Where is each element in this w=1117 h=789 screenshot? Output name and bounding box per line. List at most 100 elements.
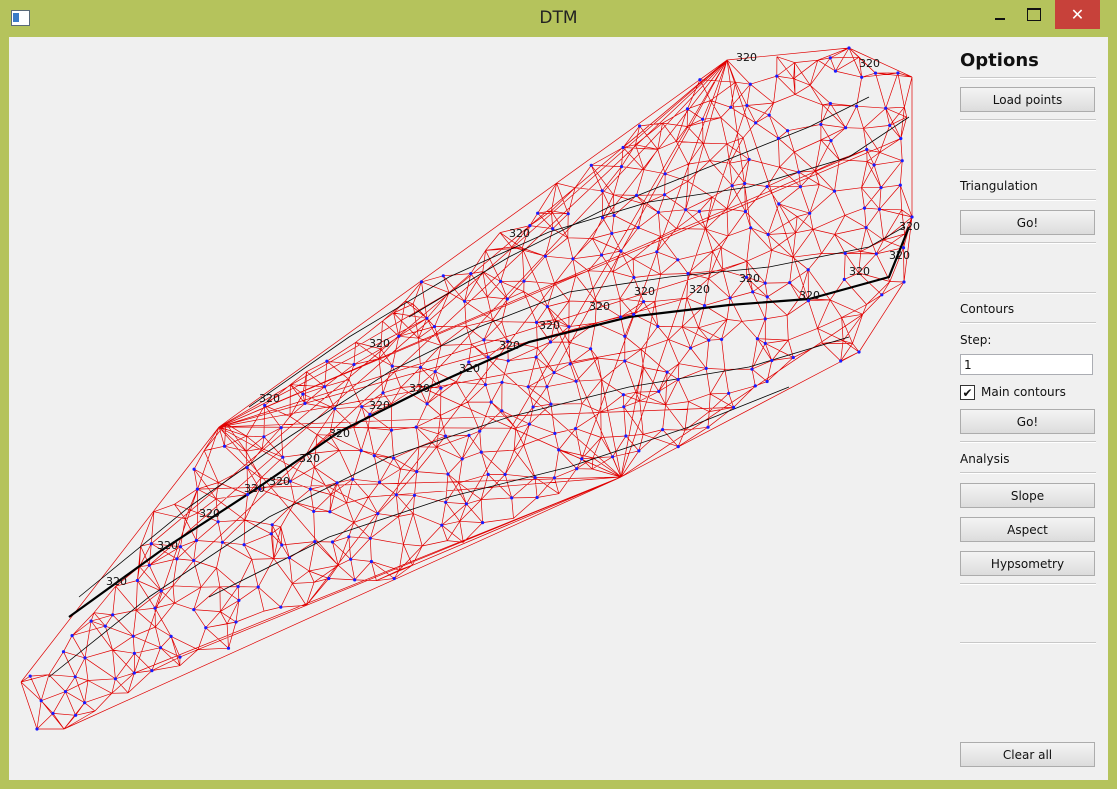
- contours-heading: Contours: [960, 302, 1015, 316]
- survey-point: [549, 402, 553, 406]
- survey-point: [611, 455, 615, 459]
- clear-all-button[interactable]: Clear all: [960, 742, 1095, 767]
- survey-point: [175, 557, 179, 561]
- survey-point: [663, 193, 667, 197]
- contour-value-label: 320: [299, 452, 320, 465]
- client-area: 320 320 320 320 320 320 320 320 320 320 320 320 320 3…: [9, 37, 1108, 780]
- contour-value-label: 320: [689, 283, 710, 296]
- survey-point: [770, 358, 774, 363]
- survey-point: [464, 502, 468, 506]
- maximize-button[interactable]: [1011, 0, 1056, 29]
- survey-point: [745, 103, 749, 108]
- survey-point: [486, 472, 490, 476]
- step-input[interactable]: [960, 354, 1093, 375]
- survey-point: [898, 183, 902, 187]
- survey-point: [600, 253, 604, 257]
- close-button[interactable]: ✕: [1055, 0, 1100, 29]
- triangulation-go-button[interactable]: Go!: [960, 210, 1095, 235]
- survey-point: [147, 563, 151, 567]
- survey-point: [262, 435, 266, 439]
- survey-point: [245, 466, 249, 470]
- survey-point: [352, 362, 356, 367]
- survey-point: [763, 317, 767, 321]
- survey-point: [83, 701, 87, 705]
- survey-point: [901, 246, 906, 250]
- survey-point: [750, 367, 754, 371]
- window-title: DTM: [539, 8, 578, 28]
- survey-point: [446, 472, 450, 476]
- aspect-button[interactable]: Aspect: [960, 517, 1095, 542]
- contours-go-button[interactable]: Go!: [960, 409, 1095, 434]
- load-points-button[interactable]: Load points: [960, 87, 1095, 112]
- contour-value-label: 320: [589, 300, 610, 313]
- survey-point: [376, 512, 380, 516]
- survey-point: [747, 157, 751, 162]
- survey-point: [744, 275, 749, 279]
- survey-point: [574, 427, 578, 431]
- survey-point: [755, 337, 760, 341]
- survey-point: [860, 75, 864, 79]
- survey-point: [279, 605, 283, 609]
- survey-point: [623, 334, 627, 338]
- survey-point: [571, 257, 575, 261]
- contour-line: [48, 336, 850, 678]
- survey-point: [888, 123, 892, 127]
- contour-value-label: 320: [369, 337, 390, 350]
- survey-point: [543, 254, 548, 258]
- separator: [960, 583, 1096, 585]
- survey-point: [619, 165, 624, 169]
- survey-point: [551, 227, 555, 231]
- survey-point: [349, 557, 353, 561]
- survey-point: [697, 209, 702, 213]
- survey-point: [828, 101, 833, 106]
- survey-point: [479, 450, 483, 454]
- title-bar[interactable]: DTM ✕: [0, 0, 1117, 37]
- main-contours-label[interactable]: Main contours: [981, 385, 1066, 399]
- survey-point: [499, 279, 503, 283]
- slope-button[interactable]: Slope: [960, 483, 1095, 508]
- survey-point: [89, 619, 93, 623]
- survey-point: [113, 677, 117, 681]
- survey-point: [663, 172, 667, 176]
- main-contours-checkbox[interactable]: ✔: [960, 385, 975, 400]
- contour-value-label: 320: [244, 482, 265, 495]
- survey-point: [246, 492, 250, 497]
- survey-point: [308, 487, 312, 491]
- survey-point: [874, 252, 878, 256]
- survey-point: [612, 213, 616, 218]
- survey-point: [829, 139, 833, 143]
- survey-point: [325, 359, 329, 363]
- survey-point: [111, 613, 115, 617]
- survey-point: [258, 487, 262, 491]
- contour-line: [248, 116, 910, 408]
- survey-point: [323, 385, 327, 389]
- hypsometry-button[interactable]: Hypsometry: [960, 551, 1095, 576]
- survey-point: [169, 634, 173, 639]
- survey-point: [418, 365, 423, 369]
- survey-point: [158, 646, 163, 650]
- survey-point: [74, 713, 78, 717]
- contour-value-label: 320: [736, 51, 757, 64]
- survey-point: [415, 470, 419, 474]
- survey-point: [601, 216, 605, 220]
- survey-point: [567, 325, 571, 329]
- survey-point: [149, 542, 153, 546]
- survey-point: [270, 523, 274, 527]
- survey-point: [194, 538, 198, 543]
- survey-point: [63, 690, 68, 694]
- dtm-canvas[interactable]: 320 320 320 320 320 320 320 320 320 320 320 320 320 3…: [9, 37, 949, 780]
- contour-value-label: 320: [329, 427, 350, 440]
- survey-point: [192, 558, 196, 563]
- survey-point: [132, 671, 136, 675]
- survey-point: [444, 500, 448, 504]
- triangulation-heading: Triangulation: [960, 179, 1038, 193]
- survey-point: [412, 493, 417, 497]
- survey-point: [828, 56, 832, 60]
- survey-point: [534, 355, 538, 359]
- survey-point: [847, 46, 851, 50]
- survey-point: [467, 433, 471, 437]
- options-panel: Options Load points Triangulation Go! Co…: [960, 37, 1097, 780]
- survey-point: [192, 608, 196, 612]
- survey-point: [195, 487, 199, 491]
- survey-point: [500, 409, 504, 413]
